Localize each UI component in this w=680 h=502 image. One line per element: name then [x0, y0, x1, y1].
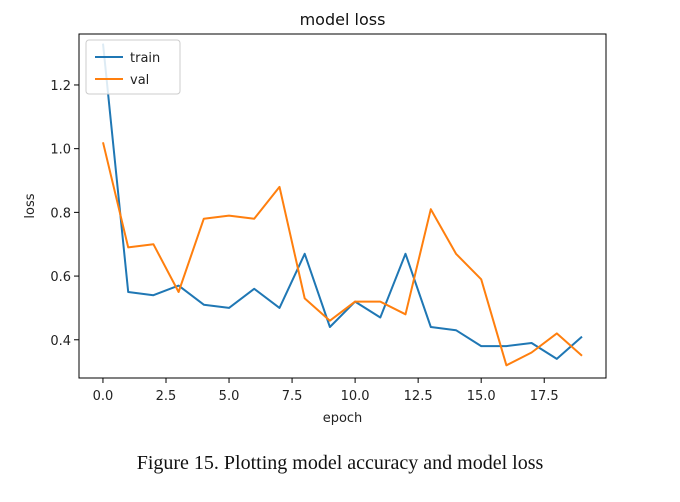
- x-tick-label: 10.0: [341, 389, 370, 404]
- x-axis-label: epoch: [323, 411, 363, 426]
- y-axis: 0.4 0.6 0.8 1.0 1.2: [50, 79, 79, 349]
- series-line-train: [102, 43, 583, 360]
- x-tick-label: 2.5: [156, 389, 177, 404]
- x-tick-label: 5.0: [219, 389, 240, 404]
- series-line-val: [102, 142, 583, 367]
- y-axis-label: loss: [23, 193, 38, 218]
- x-tick-label: 17.5: [530, 389, 559, 404]
- legend: train val: [85, 39, 181, 95]
- series-layer: [102, 43, 583, 367]
- loss-chart: model loss 0.4 0.6 0.8 1.0 1.2 0.0 2.5 5.0 7.5 1…: [23, 10, 607, 426]
- plot-area: [78, 33, 607, 379]
- x-tick-label: 0.0: [93, 389, 114, 404]
- x-tick-label: 15.0: [467, 389, 496, 404]
- x-tick-label: 7.5: [282, 389, 303, 404]
- legend-box: [85, 39, 181, 95]
- legend-label-train: train: [130, 51, 160, 66]
- y-tick-label: 0.4: [50, 334, 71, 349]
- figure-caption: Figure 15. Plotting model accuracy and m…: [136, 452, 544, 474]
- y-tick-label: 1.2: [50, 79, 71, 94]
- y-tick-label: 0.6: [50, 270, 71, 285]
- y-tick-label: 1.0: [50, 143, 71, 158]
- x-tick-label: 12.5: [404, 389, 433, 404]
- chart-title: model loss: [300, 10, 386, 29]
- y-tick-label: 0.8: [50, 206, 71, 221]
- legend-label-val: val: [130, 73, 149, 88]
- x-axis: 0.0 2.5 5.0 7.5 10.0 12.5 15.0 17.5: [93, 378, 559, 404]
